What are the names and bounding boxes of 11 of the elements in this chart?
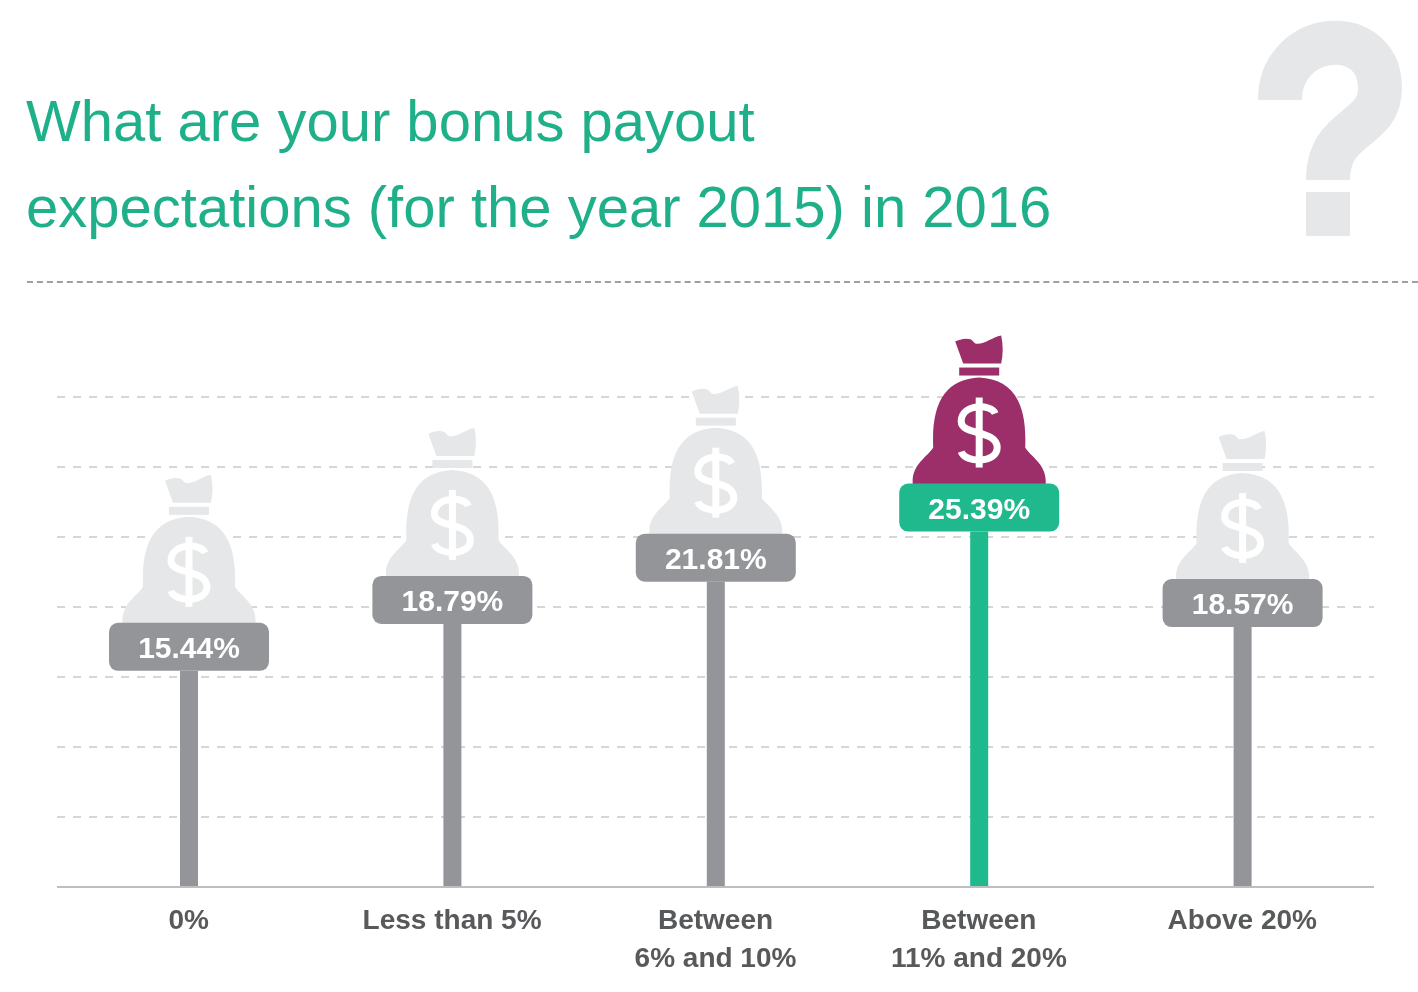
x-tick-label: Above 20% bbox=[1167, 904, 1318, 935]
data-label: 25.39% bbox=[928, 491, 1031, 525]
x-tick-label: Between 6% and 10% bbox=[634, 904, 797, 973]
data-label: 18.57% bbox=[1191, 587, 1294, 621]
x-tick-label: Less than 5% bbox=[362, 904, 542, 935]
data-label: 21.81% bbox=[664, 541, 767, 575]
data-label: 15.44% bbox=[138, 630, 240, 664]
chart-title: What are your bonus payout expectations (for the year 2015) in 2016 bbox=[26, 87, 1053, 241]
x-tick-label: Between 11% and 20% bbox=[890, 904, 1067, 973]
x-tick-label: 0% bbox=[168, 904, 210, 935]
data-label: 18.79% bbox=[401, 583, 504, 617]
